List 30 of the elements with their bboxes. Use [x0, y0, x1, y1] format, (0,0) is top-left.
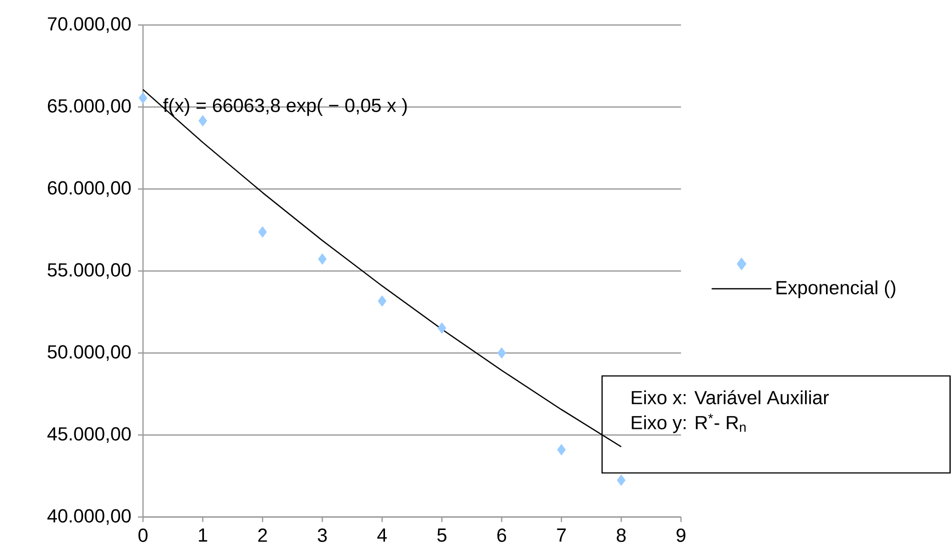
point — [198, 115, 208, 126]
point — [378, 295, 386, 307]
x-tick-label: 8 — [616, 528, 626, 542]
x-tick-label: 6 — [497, 528, 506, 542]
y-tick-label: 65.000,00 — [48, 99, 131, 115]
point — [138, 92, 148, 104]
y-tick-label: 55.000,00 — [48, 263, 131, 279]
annotation: Eixo y: R$^{*}$- R$_{n}$ — [632, 414, 746, 434]
point — [616, 474, 626, 486]
annotation: Eixo x: Variável Auxiliar — [632, 390, 829, 404]
x-tick-label: 1 — [198, 528, 208, 542]
annotation: f(x) = 66063,8 exp( − 0,05 x ) — [163, 98, 407, 116]
y-tick-label: 60.000,00 — [48, 181, 131, 197]
point — [438, 322, 446, 334]
x-tick-label: 3 — [318, 528, 327, 542]
x-tick-label: 7 — [557, 528, 566, 542]
x-tick-label: 5 — [437, 528, 446, 542]
y-tick-label: 45.000,00 — [47, 427, 131, 443]
y-tick-label: 40.000,00 — [47, 509, 131, 525]
y-tick-label: 70.000,00 — [48, 17, 131, 33]
y-tick-label: 50.000,00 — [48, 345, 131, 361]
x-tick-label: 4 — [377, 528, 387, 542]
x-tick-label: 9 — [676, 528, 686, 542]
point — [497, 347, 506, 359]
point — [557, 444, 566, 456]
point — [318, 253, 327, 265]
x-tick-label: 2 — [258, 528, 267, 542]
legend-label: Exponencial () — [776, 280, 896, 298]
point — [258, 226, 267, 238]
x-tick-label: 0 — [138, 528, 148, 542]
